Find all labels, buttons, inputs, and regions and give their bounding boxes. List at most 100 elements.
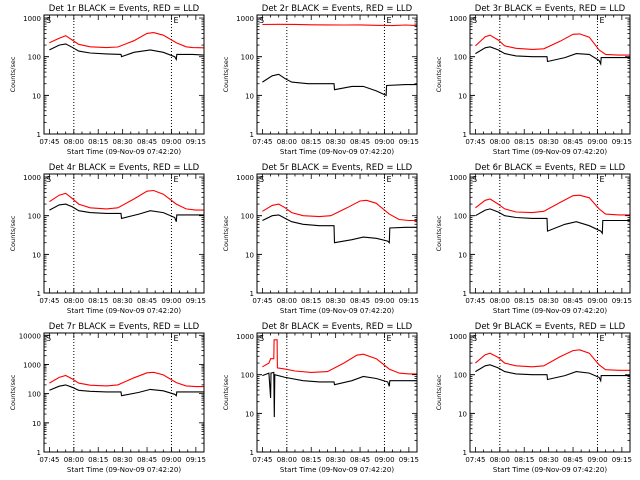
y-tick-label: 1 — [37, 131, 41, 139]
x-tick-label: 07:45 — [252, 297, 272, 305]
y-axis-label: Counts/sec — [435, 374, 443, 410]
x-tick-label: 08:45 — [563, 297, 583, 305]
lld-rate-line — [475, 194, 630, 216]
y-tick-label: 1 — [250, 290, 254, 298]
panel-det-1: Det 1r BLACK = Events, RED = LLD Counts/s… — [9, 4, 206, 156]
x-tick-label: 08:00 — [277, 138, 297, 146]
y-tick-label: 10 — [245, 251, 254, 259]
x-tick-label: 08:15 — [301, 138, 321, 146]
plot-frame — [469, 332, 631, 453]
y-tick-label: 1 — [37, 290, 41, 298]
plot-frame — [256, 14, 418, 135]
y-axis-label: Counts/sec — [222, 374, 230, 410]
x-axis-label: Start Time (09-Nov-09 07:42:20) — [67, 307, 181, 315]
events-rate-line — [475, 46, 630, 67]
y-tick-label: 1000 — [449, 333, 467, 341]
x-tick-label: 09:00 — [374, 297, 394, 305]
y-tick-label: 100 — [454, 54, 467, 62]
x-tick-label: 08:30 — [113, 297, 133, 305]
y-tick-label: 10 — [32, 420, 41, 428]
panel-det-5: Det 5r BLACK = Events, RED = LLD Counts/s… — [222, 163, 419, 315]
end-marker-label: E — [173, 16, 178, 25]
end-marker-label: E — [386, 16, 391, 25]
y-tick-label: 1000 — [236, 333, 254, 341]
lld-rate-line — [475, 33, 630, 56]
y-tick-label: 1 — [250, 449, 254, 457]
x-axis-label: Start Time (09-Nov-09 07:42:20) — [280, 148, 394, 156]
y-tick-label: 1 — [463, 131, 467, 139]
events-rate-line — [49, 43, 205, 62]
x-tick-label: 08:00 — [64, 138, 84, 146]
x-tick-label: 08:00 — [64, 297, 84, 305]
x-axis-label: Start Time (09-Nov-09 07:42:20) — [280, 466, 394, 474]
x-tick-label: 09:00 — [587, 456, 607, 464]
x-tick-label: 08:15 — [88, 138, 108, 146]
x-tick-label: 09:00 — [587, 297, 607, 305]
panel-title: Det 7r BLACK = Events, RED = LLD — [49, 322, 200, 332]
lld-rate-line — [49, 32, 205, 49]
x-tick-label: 08:00 — [64, 456, 84, 464]
x-axis-label: Start Time (09-Nov-09 07:42:20) — [493, 307, 607, 315]
x-tick-label: 08:30 — [539, 456, 559, 464]
y-tick-label: 100 — [454, 372, 467, 380]
x-tick-label: 09:00 — [161, 456, 181, 464]
lld-rate-line — [262, 199, 417, 222]
events-rate-line — [49, 203, 204, 222]
panel-title: Det 8r BLACK = Events, RED = LLD — [262, 322, 413, 332]
x-tick-label: 08:15 — [301, 297, 321, 305]
start-marker-label: S — [472, 175, 477, 184]
x-tick-label: 08:45 — [350, 138, 370, 146]
x-tick-label: 07:45 — [252, 456, 272, 464]
y-tick-label: 1000 — [23, 15, 41, 23]
y-axis-label: Counts/sec — [435, 215, 443, 251]
y-tick-label: 10 — [458, 410, 467, 418]
panel-title: Det 4r BLACK = Events, RED = LLD — [49, 163, 200, 173]
x-tick-label: 09:00 — [161, 297, 181, 305]
x-tick-label: 08:30 — [113, 456, 133, 464]
y-tick-label: 10 — [458, 92, 467, 100]
panel-title: Det 3r BLACK = Events, RED = LLD — [475, 4, 626, 14]
events-rate-line — [475, 364, 630, 383]
lld-rate-line — [49, 371, 204, 388]
x-tick-label: 08:30 — [326, 138, 346, 146]
panel-title: Det 9r BLACK = Events, RED = LLD — [475, 322, 626, 332]
panel-det-7: Det 7r BLACK = Events, RED = LLD Counts/s… — [9, 322, 206, 474]
start-marker-label: S — [259, 334, 264, 343]
start-marker-label: S — [46, 175, 51, 184]
end-marker-label: E — [173, 334, 178, 343]
y-axis-label: Counts/sec — [9, 374, 17, 410]
start-marker-label: S — [46, 16, 51, 25]
x-tick-label: 08:45 — [563, 138, 583, 146]
panel-title: Det 6r BLACK = Events, RED = LLD — [475, 163, 626, 173]
events-rate-line — [49, 384, 204, 397]
y-tick-label: 1 — [463, 290, 467, 298]
x-axis-label: Start Time (09-Nov-09 07:42:20) — [280, 307, 394, 315]
x-tick-label: 09:15 — [399, 456, 419, 464]
plot-frame — [43, 332, 205, 453]
x-tick-label: 08:45 — [350, 297, 370, 305]
y-axis-label: Counts/sec — [222, 56, 230, 92]
y-tick-label: 100 — [28, 213, 41, 221]
x-tick-label: 08:30 — [113, 138, 133, 146]
y-tick-label: 100 — [241, 213, 254, 221]
end-marker-label: E — [386, 334, 391, 343]
x-tick-label: 07:45 — [465, 456, 485, 464]
start-marker-label: S — [46, 334, 51, 343]
plot-frame — [43, 173, 205, 294]
lld-rate-line — [49, 189, 204, 211]
x-tick-label: 08:30 — [539, 138, 559, 146]
x-tick-label: 08:15 — [88, 456, 108, 464]
y-tick-label: 100 — [241, 54, 254, 62]
x-tick-label: 08:00 — [490, 138, 510, 146]
x-tick-label: 08:45 — [137, 456, 157, 464]
panel-det-8: Det 8r BLACK = Events, RED = LLD Counts/s… — [222, 322, 419, 474]
x-tick-label: 08:15 — [514, 297, 534, 305]
y-tick-label: 10 — [32, 92, 41, 100]
x-tick-label: 09:15 — [612, 138, 632, 146]
y-tick-label: 100 — [28, 391, 41, 399]
y-tick-label: 10 — [32, 251, 41, 259]
y-tick-label: 10 — [245, 92, 254, 100]
panel-det-6: Det 6r BLACK = Events, RED = LLD Counts/s… — [435, 163, 632, 315]
lld-rate-line — [262, 23, 418, 27]
